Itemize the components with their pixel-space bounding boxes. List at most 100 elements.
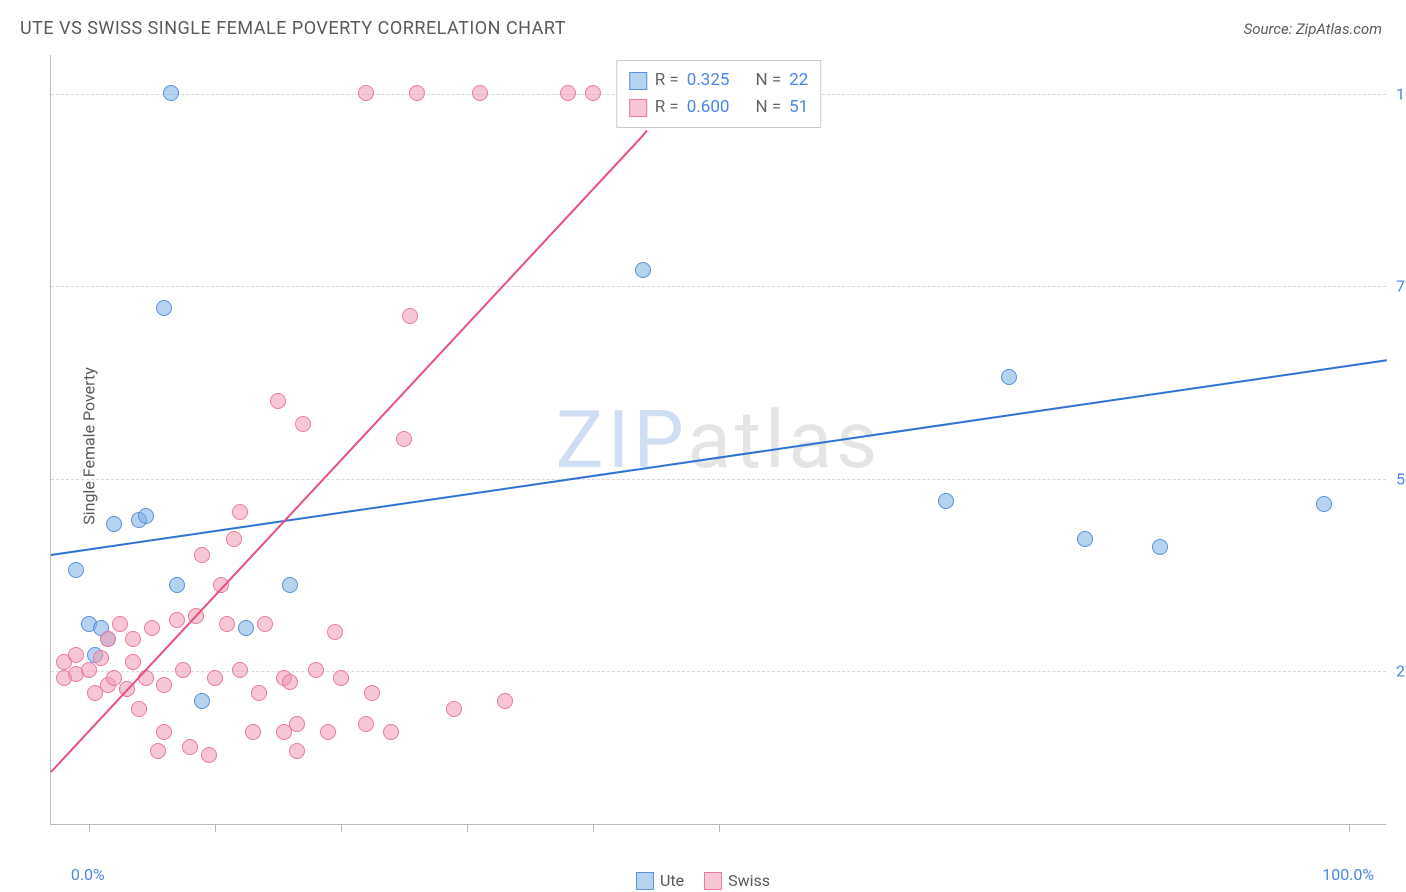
legend-stats-row: R = 0.325 N = 22 xyxy=(629,67,809,94)
data-point xyxy=(125,654,141,670)
data-point xyxy=(358,85,374,101)
legend-n-label: N = xyxy=(755,67,781,94)
data-point xyxy=(497,693,513,709)
x-tick-label: 0.0% xyxy=(71,865,105,884)
legend-stats: R = 0.325 N = 22 R = 0.600 N = 51 xyxy=(616,60,822,128)
data-point xyxy=(156,300,172,316)
data-point xyxy=(409,85,425,101)
plot-area: R = 0.325N = 22R = 0.600N = 51 ZIPatlas … xyxy=(50,55,1386,825)
data-point xyxy=(232,662,248,678)
data-point xyxy=(402,308,418,324)
data-point xyxy=(472,85,488,101)
data-point xyxy=(364,685,380,701)
data-point xyxy=(1152,539,1168,555)
data-point xyxy=(1316,496,1332,512)
data-point xyxy=(289,716,305,732)
x-tick xyxy=(593,824,594,832)
legend-r-label: R = xyxy=(655,67,679,94)
legend-item: Ute xyxy=(636,871,684,890)
data-point xyxy=(219,616,235,632)
data-point xyxy=(560,85,576,101)
x-tick xyxy=(215,824,216,832)
data-point xyxy=(68,647,84,663)
data-point xyxy=(358,716,374,732)
data-point xyxy=(245,724,261,740)
data-point xyxy=(138,508,154,524)
data-point xyxy=(585,85,601,101)
data-point xyxy=(1077,531,1093,547)
source-label: Source: ZipAtlas.com xyxy=(1244,20,1382,38)
chart-title: UTE VS SWISS SINGLE FEMALE POVERTY CORRE… xyxy=(20,18,566,39)
legend-swatch xyxy=(636,872,654,890)
legend-swatch xyxy=(629,72,647,90)
x-tick xyxy=(341,824,342,832)
x-tick xyxy=(89,824,90,832)
x-tick xyxy=(719,824,720,832)
watermark-part2: atlas xyxy=(687,393,881,487)
data-point xyxy=(320,724,336,740)
y-tick-label: 100.0% xyxy=(1396,84,1406,103)
legend-r-value: 0.600 xyxy=(687,94,730,121)
data-point xyxy=(327,624,343,640)
data-point xyxy=(182,739,198,755)
data-point xyxy=(1001,369,1017,385)
gridline xyxy=(51,479,1386,480)
data-point xyxy=(112,616,128,632)
data-point xyxy=(125,631,141,647)
data-point xyxy=(282,577,298,593)
data-point xyxy=(175,662,191,678)
legend-n-label: N = xyxy=(755,94,781,121)
y-tick-label: 50.0% xyxy=(1396,469,1406,488)
data-point xyxy=(169,577,185,593)
data-point xyxy=(333,670,349,686)
data-point xyxy=(270,393,286,409)
data-point xyxy=(396,431,412,447)
legend-r-label: R = xyxy=(655,94,679,121)
data-point xyxy=(156,724,172,740)
x-tick xyxy=(1349,824,1350,832)
data-point xyxy=(156,677,172,693)
data-point xyxy=(201,747,217,763)
legend-series: Ute Swiss xyxy=(636,871,770,890)
gridline xyxy=(51,671,1386,672)
legend-item: Swiss xyxy=(704,871,770,890)
data-point xyxy=(106,516,122,532)
data-point xyxy=(194,547,210,563)
legend-swatch xyxy=(704,872,722,890)
data-point xyxy=(226,531,242,547)
legend-label: Ute xyxy=(660,871,684,890)
data-point xyxy=(207,670,223,686)
data-point xyxy=(163,85,179,101)
data-point xyxy=(81,662,97,678)
y-tick-label: 25.0% xyxy=(1396,662,1406,681)
data-point xyxy=(446,701,462,717)
data-point xyxy=(383,724,399,740)
data-point xyxy=(282,674,298,690)
data-point xyxy=(238,620,254,636)
data-point xyxy=(938,493,954,509)
trend-line xyxy=(51,359,1387,556)
x-tick xyxy=(467,824,468,832)
data-point xyxy=(251,685,267,701)
gridline xyxy=(51,286,1386,287)
legend-label: Swiss xyxy=(728,871,770,890)
data-point xyxy=(295,416,311,432)
legend-r-value: 0.325 xyxy=(687,67,730,94)
data-point xyxy=(68,562,84,578)
legend-swatch xyxy=(629,99,647,117)
data-point xyxy=(194,693,210,709)
legend-n-value: 22 xyxy=(789,67,808,94)
data-point xyxy=(150,743,166,759)
data-point xyxy=(289,743,305,759)
legend-stats-row: R = 0.600 N = 51 xyxy=(629,94,809,121)
data-point xyxy=(144,620,160,636)
data-point xyxy=(257,616,273,632)
data-point xyxy=(232,504,248,520)
data-point xyxy=(100,631,116,647)
x-tick-label: 100.0% xyxy=(1322,865,1374,884)
data-point xyxy=(93,650,109,666)
data-point xyxy=(169,612,185,628)
y-tick-label: 75.0% xyxy=(1396,277,1406,296)
legend-n-value: 51 xyxy=(789,94,808,121)
data-point xyxy=(308,662,324,678)
